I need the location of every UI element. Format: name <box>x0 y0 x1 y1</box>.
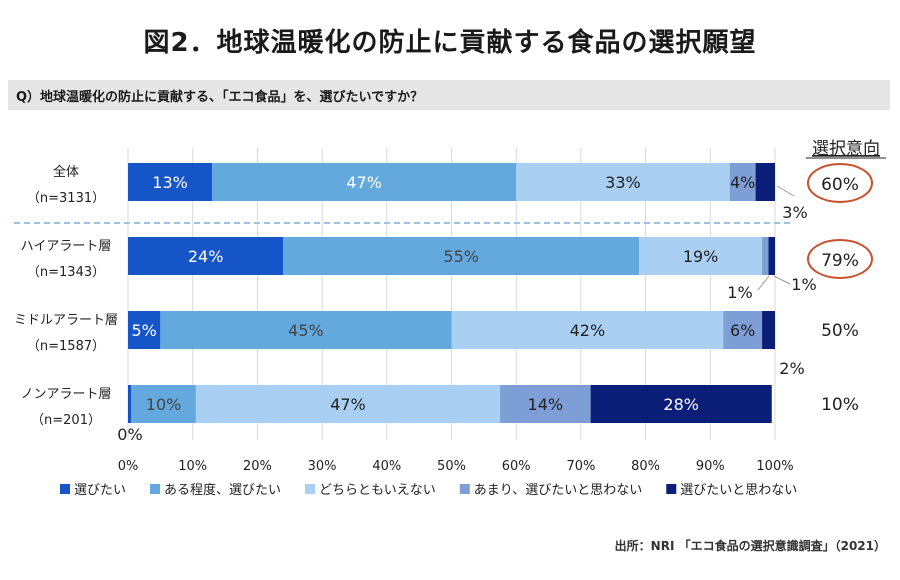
bar-segment <box>762 311 775 349</box>
data-label: 10% <box>146 395 182 414</box>
bar-segment <box>723 311 763 349</box>
data-label: 28% <box>663 395 699 414</box>
data-label: 4% <box>730 173 755 192</box>
data-label: 5% <box>131 321 156 340</box>
bar-segment <box>131 385 196 423</box>
data-label: 0% <box>117 425 142 444</box>
category-n-label: （n=1343） <box>27 265 105 280</box>
x-tick-label: 60% <box>502 459 531 474</box>
x-tick-label: 40% <box>372 459 401 474</box>
source-note: 出所：NRI 「エコ食品の選択意識調査」（2021） <box>614 539 886 553</box>
bar-segment <box>128 311 161 349</box>
legend-swatch <box>60 484 70 494</box>
highlight-circle <box>807 163 873 203</box>
bar-segment <box>516 163 730 201</box>
legend-swatch <box>150 484 161 494</box>
legend-label: あまり、選びたいと思わない <box>474 483 642 498</box>
category-label: ハイアラート層 <box>21 239 112 254</box>
x-tick-label: 100% <box>756 459 793 474</box>
category-n-label: （n=201） <box>31 413 101 428</box>
category-label: ノンアラート層 <box>20 387 111 402</box>
selection-intent-value: 10% <box>821 395 859 415</box>
legend-swatch <box>305 484 316 494</box>
leader-line <box>776 185 795 197</box>
legend-swatch <box>459 484 470 494</box>
x-tick-label: 10% <box>178 459 207 474</box>
legend-swatch <box>666 484 677 494</box>
category-n-label: （n=1587） <box>27 339 105 354</box>
legend-label: 選びたいと思わない <box>680 483 797 498</box>
bar-segment <box>768 237 775 275</box>
bar-segment <box>195 385 501 423</box>
x-tick-label: 70% <box>566 459 595 474</box>
bar-segment <box>160 311 452 349</box>
data-label: 6% <box>730 321 755 340</box>
bar-segment <box>283 237 640 275</box>
data-label: 14% <box>528 395 564 414</box>
bar-segment <box>128 163 213 201</box>
bar-segment <box>212 163 517 201</box>
bar-segment <box>729 163 756 201</box>
x-tick-label: 20% <box>243 459 272 474</box>
data-label: 42% <box>570 321 606 340</box>
selection-intent-value: 50% <box>821 321 859 341</box>
bar-segment <box>500 385 591 423</box>
selection-intent-value: 79% <box>821 251 859 271</box>
category-n-label: （n=3131） <box>27 191 105 206</box>
legend-label: どちらともいえない <box>319 483 436 498</box>
leader-line <box>773 275 791 285</box>
category-label: ミドルアラート層 <box>14 313 118 328</box>
data-label: 33% <box>605 173 641 192</box>
data-label: 1% <box>727 283 752 302</box>
legend-label: 選びたい <box>74 483 126 498</box>
bar-segment <box>762 237 769 275</box>
leader-line <box>757 275 770 291</box>
bar-segment <box>639 237 763 275</box>
legend-label: ある程度、選びたい <box>164 482 281 498</box>
survey-question: Q）地球温暖化の防止に貢献する、「エコ食品」を、選びたいですか？ <box>8 80 890 110</box>
data-label: 3% <box>782 203 807 222</box>
bar-segment <box>128 237 284 275</box>
x-tick-label: 30% <box>308 459 337 474</box>
selection-intent-value: 60% <box>821 175 859 195</box>
x-tick-label: 50% <box>437 459 466 474</box>
bar-segment <box>590 385 772 423</box>
data-label: 2% <box>779 359 804 378</box>
bar-segment <box>128 385 132 423</box>
data-label: 24% <box>188 247 224 266</box>
data-label: 13% <box>152 173 188 192</box>
highlight-circle <box>807 239 873 279</box>
data-label: 47% <box>346 173 382 192</box>
category-label: 全体 <box>53 164 79 180</box>
x-tick-label: 0% <box>118 459 139 474</box>
chart-title: 図2．地球温暖化の防止に貢献する食品の選択願望 <box>143 28 757 58</box>
x-tick-label: 80% <box>631 459 660 474</box>
x-tick-label: 90% <box>696 459 725 474</box>
data-label: 19% <box>683 247 719 266</box>
data-label: 45% <box>288 321 324 340</box>
bar-segment <box>755 163 775 201</box>
data-label: 55% <box>443 247 479 266</box>
bar-segment <box>451 311 724 349</box>
data-label: 1% <box>791 275 816 294</box>
selection-intent-header: 選択意向 <box>812 139 880 159</box>
data-label: 47% <box>330 395 366 414</box>
